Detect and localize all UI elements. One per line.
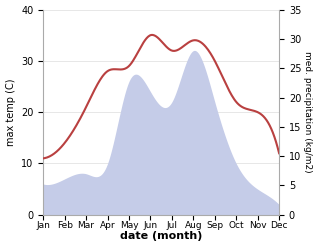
X-axis label: date (month): date (month) [120,231,202,242]
Y-axis label: max temp (C): max temp (C) [5,79,16,146]
Y-axis label: med. precipitation (kg/m2): med. precipitation (kg/m2) [303,51,313,173]
